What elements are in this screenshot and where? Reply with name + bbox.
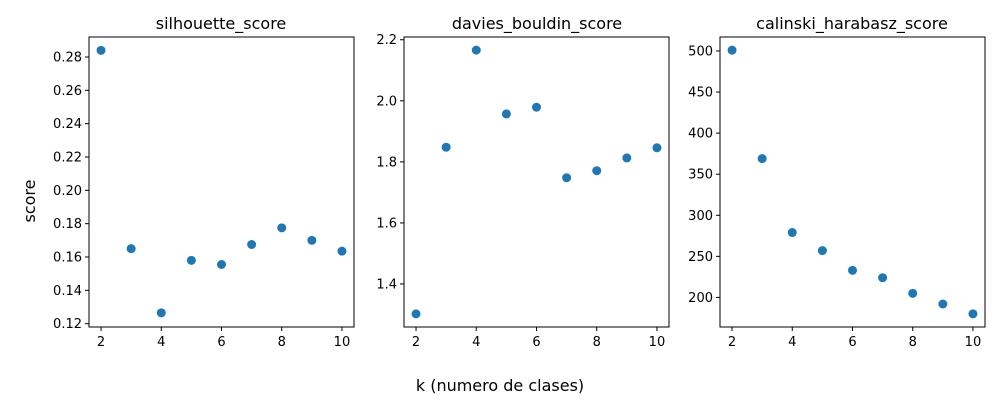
data-point bbox=[126, 244, 136, 254]
data-point bbox=[938, 299, 948, 309]
subplot-title: davies_bouldin_score bbox=[452, 14, 622, 34]
data-point bbox=[787, 228, 797, 238]
y-tick-label: 0.12 bbox=[53, 317, 82, 332]
y-tick-label: 0.14 bbox=[53, 284, 82, 299]
data-point bbox=[908, 288, 918, 298]
data-point bbox=[217, 260, 226, 269]
x-axis-label: k (numero de clases) bbox=[416, 376, 584, 395]
x-tick-label: 2 bbox=[97, 335, 105, 350]
data-point bbox=[277, 223, 287, 233]
axes-frame bbox=[719, 36, 986, 328]
y-tick-label: 0.24 bbox=[53, 117, 82, 132]
y-tick-label: 0.22 bbox=[53, 151, 82, 166]
y-tick-label: 500 bbox=[688, 44, 713, 59]
axes-frame bbox=[403, 36, 670, 328]
x-tick-label: 6 bbox=[848, 335, 856, 350]
y-tick-label: 300 bbox=[688, 209, 713, 224]
y-tick-label: 1.8 bbox=[376, 155, 397, 170]
subplot-title: calinski_harabasz_score bbox=[756, 14, 948, 34]
plot-area: 2 4 6 8 10 200 250 300 350 400 450 500 bbox=[688, 36, 986, 350]
data-point bbox=[878, 273, 888, 283]
data-point bbox=[562, 173, 572, 183]
x-tick-label: 4 bbox=[788, 335, 796, 350]
y-tick-label: 1.6 bbox=[376, 216, 397, 231]
y-axis-label: score bbox=[20, 180, 39, 223]
data-point bbox=[817, 246, 827, 256]
x-tick-label: 2 bbox=[412, 335, 420, 350]
subplot-calinski-harabasz-score: calinski_harabasz_score 2 4 6 8 10 200 250 300 3… bbox=[688, 14, 986, 350]
y-tick-label: 2.2 bbox=[376, 33, 397, 48]
data-point bbox=[411, 309, 421, 319]
y-tick-label: 0.28 bbox=[53, 51, 82, 66]
data-point bbox=[307, 235, 317, 245]
data-point bbox=[622, 153, 632, 163]
data-point bbox=[471, 45, 481, 55]
data-point bbox=[757, 154, 767, 164]
data-point bbox=[848, 265, 857, 275]
x-tick-label: 2 bbox=[728, 335, 736, 350]
x-tick-label: 10 bbox=[965, 335, 982, 350]
y-tick-label: 400 bbox=[688, 127, 713, 142]
y-tick-label: 0.26 bbox=[53, 84, 82, 99]
x-tick-label: 10 bbox=[649, 335, 666, 350]
data-point bbox=[156, 308, 166, 318]
data-point bbox=[727, 45, 737, 55]
x-tick-label: 4 bbox=[157, 335, 165, 350]
y-tick-label: 200 bbox=[688, 291, 713, 306]
axes-frame bbox=[88, 36, 355, 328]
subplot-silhouette-score: silhouette_score 2 4 6 8 10 0.12 0.14 0.16 0.18 0… bbox=[53, 14, 355, 350]
y-tick-label: 0.16 bbox=[53, 251, 82, 266]
x-tick-label: 8 bbox=[278, 335, 286, 350]
data-point bbox=[96, 45, 106, 55]
data-point bbox=[652, 143, 662, 153]
y-tick-label: 2.0 bbox=[376, 94, 397, 109]
data-point bbox=[247, 240, 257, 249]
x-tick-label: 10 bbox=[334, 335, 351, 350]
y-tick-label: 450 bbox=[688, 86, 713, 101]
x-tick-label: 4 bbox=[472, 335, 480, 350]
data-point bbox=[337, 246, 347, 256]
data-point bbox=[968, 309, 978, 319]
subplot-title: silhouette_score bbox=[156, 14, 287, 34]
y-tick-label: 0.18 bbox=[53, 217, 82, 232]
x-tick-label: 6 bbox=[217, 335, 225, 350]
data-point bbox=[186, 255, 196, 265]
y-tick-label: 0.20 bbox=[53, 184, 82, 199]
plot-area: 2 4 6 8 10 1.4 1.6 1.8 2.0 2.2 bbox=[376, 33, 670, 350]
x-tick-label: 8 bbox=[593, 335, 601, 350]
y-tick-label: 250 bbox=[688, 250, 713, 265]
data-point bbox=[592, 166, 602, 176]
y-tick-label: 350 bbox=[688, 168, 713, 183]
y-tick-label: 1.4 bbox=[376, 277, 397, 292]
plot-area: 2 4 6 8 10 0.12 0.14 0.16 0.18 0.20 0.22 0.24 0.26 0.… bbox=[53, 36, 355, 350]
data-point bbox=[532, 102, 541, 112]
subplot-davies-bouldin-score: davies_bouldin_score 2 4 6 8 101.41.61.82.02… bbox=[376, 14, 670, 350]
x-tick-label: 6 bbox=[532, 335, 540, 350]
data-point bbox=[501, 109, 511, 119]
data-point bbox=[441, 142, 451, 152]
x-tick-label: 8 bbox=[909, 335, 917, 350]
